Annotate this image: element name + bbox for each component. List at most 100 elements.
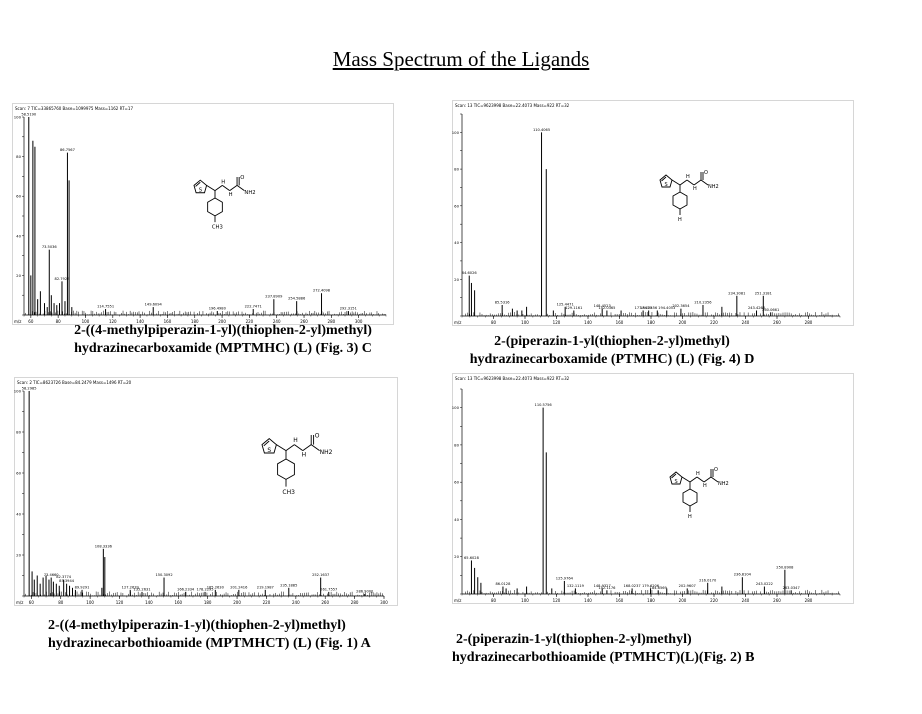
x-tick-label: 240 [292, 600, 300, 605]
atom-label-s: S [267, 447, 271, 454]
caption-c-line1: 2-((4-methylpiperazin-1-yl)(thiophen-2-y… [74, 323, 372, 338]
thiophene-ring [261, 438, 277, 454]
peak-label: 286.9000 [356, 589, 374, 593]
y-tick-label: 40 [16, 233, 21, 238]
atom-label-h: H [293, 437, 298, 444]
atom-label-nh2: NH2 [320, 449, 333, 456]
peak-label: 216.0170 [699, 578, 717, 582]
thiophene-ring [193, 179, 208, 194]
x-tick-label: 300 [355, 319, 363, 324]
peak-label: 58.2985 [22, 387, 37, 391]
spectrum-panel-c: Scan: 7 TIC=33865760 Base=1099975 Mass=1… [12, 103, 394, 325]
panel-frame [14, 377, 398, 606]
peak-label: 250.8908 [776, 565, 794, 569]
x-tick-label: 60 [29, 600, 35, 605]
peak-label: 177.5459 [635, 306, 653, 310]
peak-label: 82.3774 [56, 575, 72, 579]
bond [681, 476, 691, 483]
scan-header: Scan: 13 TIC=9623998 Base=22.4073 Mass=9… [455, 103, 570, 108]
peak-label: 73.5036 [42, 245, 58, 249]
piperazine-ring [672, 191, 688, 210]
peak-label: 184.6569 [650, 586, 668, 590]
peaks: 65.6028 86.0128 110.5756 125.9764 132.1119 14… [464, 403, 800, 594]
spectrum-chart-c: Scan: 7 TIC=33865760 Base=1099975 Mass=1… [12, 103, 394, 325]
y-tick-label: 60 [16, 194, 21, 199]
peak-label: 85.5316 [495, 300, 511, 304]
structure-diagram: S H H O NH2 CH3 [261, 432, 333, 496]
peak-label: 152.1176 [598, 586, 616, 590]
x-tick-label: 180 [647, 598, 655, 603]
y-tick-label: 100 [14, 115, 22, 120]
atom-label-h: H [696, 471, 700, 477]
y-tick-label: 80 [16, 430, 21, 435]
bond [700, 179, 709, 186]
x-tick-label: 120 [553, 598, 561, 603]
y-tick-label: 100 [452, 130, 460, 135]
peak-label: 222.7471 [245, 305, 262, 309]
panel-frame [452, 100, 854, 326]
peak-label: 243.0222 [756, 582, 773, 586]
axes: 20 40 60 80 100 80 100 120 140 160 180 200 220 240 260… [452, 113, 841, 325]
thiophene-ring [669, 471, 683, 485]
peak-label: 202.3654 [672, 304, 690, 308]
double-bond [195, 181, 201, 187]
spectrum-panel-d: Scan: 13 TIC=9623998 Base=22.4073 Mass=9… [452, 100, 854, 326]
piperazine-ring [277, 458, 295, 480]
y-tick-label: 40 [454, 240, 459, 245]
bond [671, 179, 681, 186]
spectrum-panel-b: Scan: 13 TIC=9623998 Base=22.4073 Mass=9… [452, 373, 854, 604]
thiophene-ring [659, 174, 673, 188]
x-tick-label: 280 [351, 600, 359, 605]
peak-label: 210.2356 [694, 300, 712, 304]
x-tick-label: 80 [491, 320, 497, 325]
peak-label: 114.7551 [97, 305, 114, 309]
x-axis-unit: m/z [454, 320, 461, 325]
peak-label: 243.4268 [748, 306, 766, 310]
peak-label: 234.3081 [728, 291, 745, 295]
x-tick-label: 220 [246, 319, 254, 324]
y-tick-label: 20 [454, 277, 459, 282]
x-axis-unit: m/z [16, 600, 23, 605]
peak-label: 236.8104 [734, 573, 752, 577]
atom-label-terminal: H [688, 514, 692, 520]
x-tick-label: 240 [742, 320, 750, 325]
atom-label-nh2: NH2 [708, 184, 719, 190]
bond [710, 476, 719, 483]
x-tick-label: 160 [174, 600, 182, 605]
bond [310, 444, 320, 451]
x-tick-label: 100 [521, 320, 529, 325]
y-tick-label: 80 [454, 167, 459, 172]
scan-header: Scan: 13 TIC=9623998 Base=22.4073 Mass=9… [455, 376, 570, 381]
y-tick-label: 60 [454, 203, 459, 208]
x-tick-label: 240 [742, 598, 750, 603]
peak-label: 261.7557 [320, 587, 337, 591]
atom-label-terminal: H [678, 217, 682, 223]
peak-label: 148.4523 [594, 304, 611, 308]
x-tick-label: 260 [773, 598, 781, 603]
y-tick-label: 80 [454, 442, 459, 447]
bond [703, 476, 712, 483]
x-tick-label: 200 [679, 598, 687, 603]
double-bond [263, 440, 270, 447]
x-tick-label: 80 [58, 600, 64, 605]
x-tick-label: 80 [56, 319, 62, 324]
x-tick-label: 100 [82, 319, 90, 324]
scan-header: Scan: 7 TIC=33865760 Base=1099975 Mass=1… [15, 106, 133, 111]
axes: 20 40 60 80 100 80 100 120 140 160 180 200 220 240 260… [452, 388, 841, 603]
peak-label: 110.4065 [533, 128, 550, 132]
peak-label: 201.2416 [230, 585, 248, 589]
x-tick-label: 180 [204, 600, 212, 605]
x-tick-label: 200 [233, 600, 241, 605]
noise-peaks [463, 311, 839, 316]
peak-label: 254.5886 [288, 297, 306, 301]
y-tick-label: 40 [16, 512, 21, 517]
peak-label: 196.4980 [209, 307, 227, 311]
structure-diagram: S H H O NH2 CH3 [193, 175, 256, 230]
bond [294, 444, 304, 451]
peak-label: 194.4053 [658, 306, 675, 310]
bond [214, 185, 223, 192]
peak-label: 202.9607 [679, 584, 696, 588]
x-tick-label: 280 [328, 319, 336, 324]
spectrum-panel-a: Scan: 2 TIC=8623726 Base=84.2479 Mass=14… [14, 377, 398, 606]
